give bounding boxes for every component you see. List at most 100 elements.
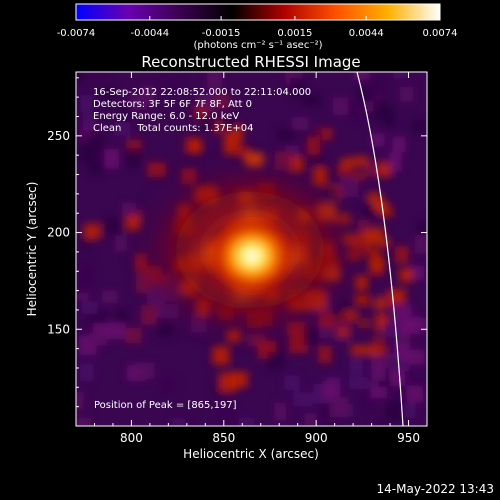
emission-pixel [76,72,85,83]
emission-pixel [214,94,230,109]
emission-pixel [82,114,96,127]
chart-title: Reconstructed RHESSI Image [141,53,360,71]
emission-pixel [291,117,309,131]
emission-pixel [88,72,108,79]
emission-pixel [316,325,330,339]
emission-pixel [389,152,402,172]
colorbar-tick-label: -0.0044 [130,28,169,39]
emission-pixel [302,94,322,107]
emission-pixel [194,106,208,119]
emission-pixel [216,407,237,426]
emission-pixel [107,322,126,340]
info-time-range: 16-Sep-2012 22:08:52.000 to 22:11:04.000 [93,87,311,98]
emission-pixel [80,94,93,112]
emission-pixel [82,301,98,315]
emission-pixel [374,201,389,212]
emission-pixel [390,368,405,387]
emission-pixel [157,323,173,338]
solar-limb [356,72,404,426]
emission-pixel [81,261,94,281]
emission-pixel [164,80,181,96]
emission-pixel [376,161,393,177]
emission-pixel [79,363,94,381]
plot-frame [75,71,428,427]
plot-area [76,72,427,426]
emission-pixel [352,103,369,122]
x-tick-label: 900 [305,431,328,445]
emission-pixel [348,376,368,390]
info-energy-range: Energy Range: 6.0 - 12.0 keV [93,111,239,122]
emission-pixel [88,161,105,175]
emission-pixel [372,417,391,426]
emission-pixel [142,85,155,105]
emission-pixel [212,346,230,365]
emission-pixel [399,268,413,283]
emission-pixel [371,364,385,381]
emission-pixel [337,314,352,325]
emission-pixel [206,72,222,89]
emission-pixel [147,162,166,177]
emission-pixel [351,170,366,181]
emission-pixel [318,345,332,363]
emission-pixel [117,107,130,122]
emission-pixel [333,97,349,116]
y-tick-label: 150 [47,322,70,336]
emission-pixel [371,133,385,147]
y-tick-label: 200 [47,226,70,240]
emission-pixel [367,192,382,203]
x-axis-label: Heliocentric X (arcsec) [183,447,319,461]
emission-pixel [307,137,320,155]
emission-pixel [357,317,372,328]
colorbar-tick-label: -0.0074 [57,28,96,39]
emission-pixel [410,266,425,280]
emission-pixel [201,115,215,131]
emission-pixel [415,234,427,254]
emission-pixel [171,418,185,426]
emission-pixel [125,327,142,344]
peak-position-label: Position of Peak = [865,197] [94,400,237,411]
emission-pixel [189,139,203,154]
emission-pixel [284,375,300,391]
colorbar-gradient [75,3,441,21]
emission-pixel [77,145,98,163]
emission-pixel [140,304,157,325]
emission-pixel [354,156,369,167]
emission-pixel [158,378,177,395]
emission-pixel [410,120,427,134]
x-tick-label: 800 [120,431,143,445]
y-axis-ticks: 150 200 250 [47,77,427,408]
emission-pixel [375,236,390,247]
emission-pixel [401,316,420,334]
y-axis-label: Heliocentric Y (arcsec) [25,182,39,317]
emission-pixel [76,417,92,426]
emission-pixel [392,136,406,153]
emission-pixel [114,120,130,136]
emission-pixel [336,327,351,338]
emission-pixel [367,79,387,95]
emission-pixel [382,324,399,337]
emission-pixel [83,223,101,240]
emission-pixel [407,349,425,365]
x-tick-label: 850 [212,431,235,445]
colorbar-tick-label: -0.0015 [202,28,241,39]
emission-pixel [76,391,84,410]
x-tick-label: 950 [397,431,420,445]
emission-pixel [349,359,364,373]
y-tick-label: 250 [47,129,70,143]
emission-pixel [416,221,427,241]
emission-pixel [406,385,423,403]
emission-pixel [277,128,295,143]
emission-pixel [267,351,285,370]
emission-pixel [89,332,108,346]
emission-pixel [372,345,387,356]
observation-info: 16-Sep-2012 22:08:52.000 to 22:11:04.000… [93,87,311,134]
colorbar-tick-label: 0.0015 [277,28,312,39]
emission-pixel [364,163,378,177]
emission-pixel [385,400,404,421]
emission-pixel [121,202,136,216]
colorbar-tick-label: 0.0044 [349,28,384,39]
colorbar-ticks: -0.0074 -0.0044 -0.0015 0.0015 0.0044 0.0074 [57,16,458,39]
emission-pixel [354,72,370,80]
emission-pixel [394,246,409,263]
emission-pixel [379,206,394,217]
